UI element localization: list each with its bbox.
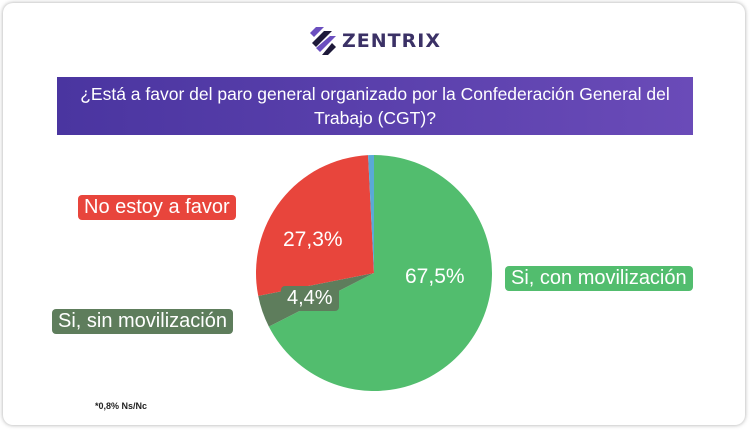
brand-logo: ZENTRIX (310, 27, 441, 55)
pie-slice-2 (256, 155, 374, 296)
data-label-no-a-favor: 27,3% (283, 228, 343, 251)
pie-slice-0 (268, 155, 492, 392)
pie-slice-3 (368, 155, 374, 273)
data-label-sin-movilizacion: 4,4% (281, 286, 339, 311)
legend-label-sin-movilizacion: Si, sin movilización (52, 309, 233, 334)
data-label-con-movilizacion: 67,5% (405, 265, 465, 288)
footnote: *0,8% Ns/Nc (95, 401, 148, 411)
legend-label-con-movilizacion: Si, con movilización (505, 266, 693, 291)
legend-label-no-a-favor: No estoy a favor (78, 195, 236, 220)
chart-title: ¿Está a favor del paro general organizad… (57, 77, 693, 135)
zentrix-logo-icon (310, 27, 336, 55)
brand-name: ZENTRIX (342, 30, 441, 52)
